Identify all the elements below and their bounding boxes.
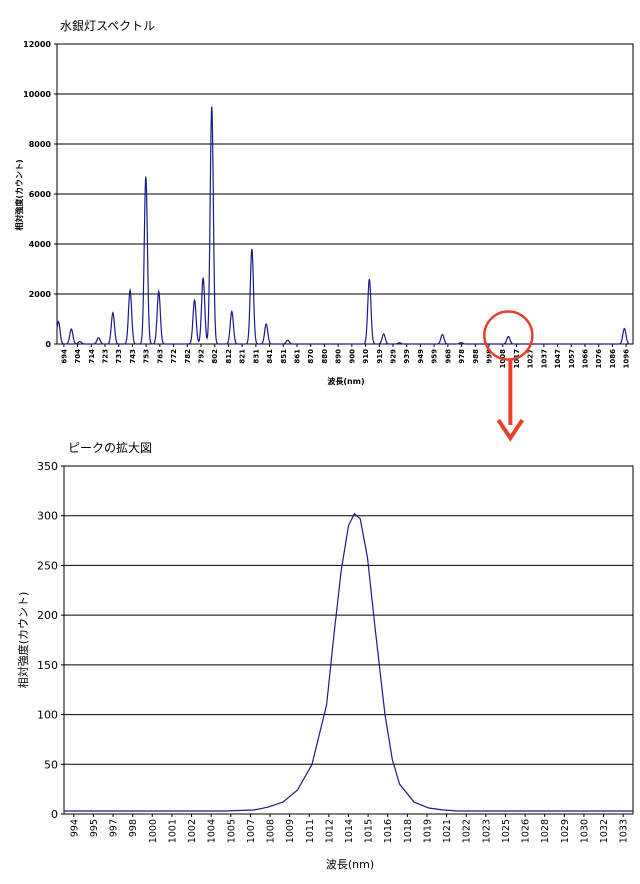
- y-tick-label: 2000: [29, 290, 52, 299]
- x-tick-label: 812: [225, 349, 233, 364]
- x-tick-label: 861: [294, 349, 302, 364]
- chart-title: 水銀灯スペクトル: [60, 19, 155, 33]
- x-tick-label: 1025: [501, 819, 512, 843]
- x-tick-label: 939: [403, 349, 411, 364]
- x-tick-label: 1002: [187, 819, 198, 843]
- x-tick-label: 997: [109, 819, 120, 837]
- x-tick-label: 900: [348, 349, 356, 364]
- x-tick-label: 821: [239, 349, 247, 364]
- x-tick-label: 1008: [266, 819, 277, 843]
- x-tick-label: 1011: [305, 819, 316, 843]
- y-tick-label: 350: [37, 460, 58, 473]
- y-tick-label: 0: [51, 808, 58, 821]
- zoom-y-axis-label: 相対強度(カウント): [16, 592, 30, 689]
- x-tick-label: 1000: [148, 819, 159, 843]
- x-tick-label: 1007: [246, 819, 257, 843]
- x-tick-label: 1057: [568, 349, 576, 369]
- x-tick-label: 880: [321, 349, 329, 364]
- y-tick-label: 200: [37, 609, 58, 622]
- x-tick-label: 1023: [481, 819, 492, 843]
- x-tick-label: 1001: [167, 819, 178, 843]
- x-tick-label: 1076: [595, 349, 603, 369]
- x-tick-label: 1027: [527, 349, 535, 369]
- x-tick-label: 753: [143, 349, 151, 364]
- x-tick-label: 1016: [383, 819, 394, 843]
- x-tick-label: 1033: [619, 819, 630, 843]
- x-tick-label: 802: [211, 349, 219, 364]
- x-tick-label: 1019: [422, 819, 433, 843]
- x-tick-label: 1096: [623, 349, 631, 369]
- x-tick-label: 995: [89, 819, 100, 837]
- zoom-chart: ピークの拡大図 相対強度(カウント) 波長(nm) 0 50 100 150 200 25…: [16, 441, 634, 871]
- x-tick-label: 851: [280, 349, 288, 364]
- x-tick-label: 968: [444, 349, 452, 364]
- x-tick-label: 782: [184, 349, 192, 364]
- x-tick-label: 723: [102, 349, 110, 364]
- x-tick-label: 1029: [560, 819, 571, 843]
- x-tick-label: 1066: [582, 349, 590, 369]
- x-tick-label: 919: [376, 349, 384, 364]
- y-tick-label: 300: [37, 510, 58, 523]
- zoom-chart-title: ピークの拡大図: [68, 441, 152, 455]
- y-tick-label: 6000: [29, 190, 52, 199]
- x-tick-label: 890: [335, 349, 343, 364]
- x-tick-label: 910: [362, 349, 370, 364]
- x-tick-label: 998: [486, 349, 494, 364]
- x-tick-label: 1047: [554, 349, 562, 369]
- y-tick-label: 0: [45, 340, 51, 349]
- x-tick-label: 1005: [226, 819, 237, 843]
- x-tick-label: 831: [252, 349, 260, 364]
- x-tick-label: 1004: [207, 819, 218, 843]
- x-tick-label: 714: [88, 349, 96, 364]
- x-tick-label: 1014: [344, 819, 355, 843]
- plot-frame: [63, 465, 634, 815]
- x-tick-label: 949: [417, 349, 425, 364]
- y-tick-label: 100: [37, 709, 58, 722]
- arrow-head: [496, 418, 525, 442]
- x-tick-label: 704: [74, 349, 82, 364]
- zoom-spectrum-line: [64, 512, 633, 812]
- x-axis-label: 波長(nm): [327, 376, 364, 386]
- x-tick-label: 841: [266, 349, 274, 364]
- y-tick-label: 8000: [29, 140, 52, 149]
- y-axis-label: 相対強度(カウント): [14, 159, 24, 230]
- x-tick-label: 1009: [285, 819, 296, 843]
- y-tick-label: 150: [37, 659, 58, 672]
- x-tick-label: 1032: [599, 819, 610, 843]
- x-tick-label: 1021: [442, 819, 453, 843]
- x-tick-label: 1037: [540, 349, 548, 369]
- x-tick-label: 1012: [324, 819, 335, 843]
- x-tick-label: 978: [458, 349, 466, 364]
- x-tick-label: 733: [115, 349, 123, 364]
- y-tick-label: 250: [37, 559, 58, 572]
- zoom-x-axis-label: 波長(nm): [326, 858, 374, 871]
- y-tick-label: 4000: [29, 240, 52, 249]
- y-tick-label: 10000: [23, 90, 51, 99]
- full-spectrum-chart: 水銀灯スペクトル 相対強度(カウント) 波長(nm) 0 2000 4000 6000…: [14, 19, 634, 442]
- x-tick-label: 959: [431, 349, 439, 364]
- x-tick-label: 1028: [540, 819, 551, 843]
- spectrum-line: [56, 106, 633, 345]
- highlight-circle: [483, 310, 534, 361]
- y-tick-label: 50: [44, 758, 58, 771]
- x-tick-label: 1015: [364, 819, 375, 843]
- x-tick-label: 743: [129, 349, 137, 364]
- x-tick-label: 988: [472, 349, 480, 364]
- x-tick-label: 1086: [609, 349, 617, 369]
- x-tick-label: 1026: [521, 819, 532, 843]
- x-tick-label: 1022: [462, 819, 473, 843]
- y-tick-label: 12000: [23, 40, 51, 49]
- x-tick-label: 694: [60, 349, 68, 364]
- x-tick-label: 929: [390, 349, 398, 364]
- x-tick-label: 792: [198, 349, 206, 364]
- x-tick-label: 994: [69, 819, 80, 837]
- x-tick-label: 1018: [403, 819, 414, 843]
- x-tick-label: 998: [128, 819, 139, 837]
- x-tick-label: 1030: [579, 819, 590, 843]
- x-tick-label: 763: [156, 349, 164, 364]
- x-tick-label: 772: [170, 349, 178, 364]
- x-tick-label: 870: [307, 349, 315, 364]
